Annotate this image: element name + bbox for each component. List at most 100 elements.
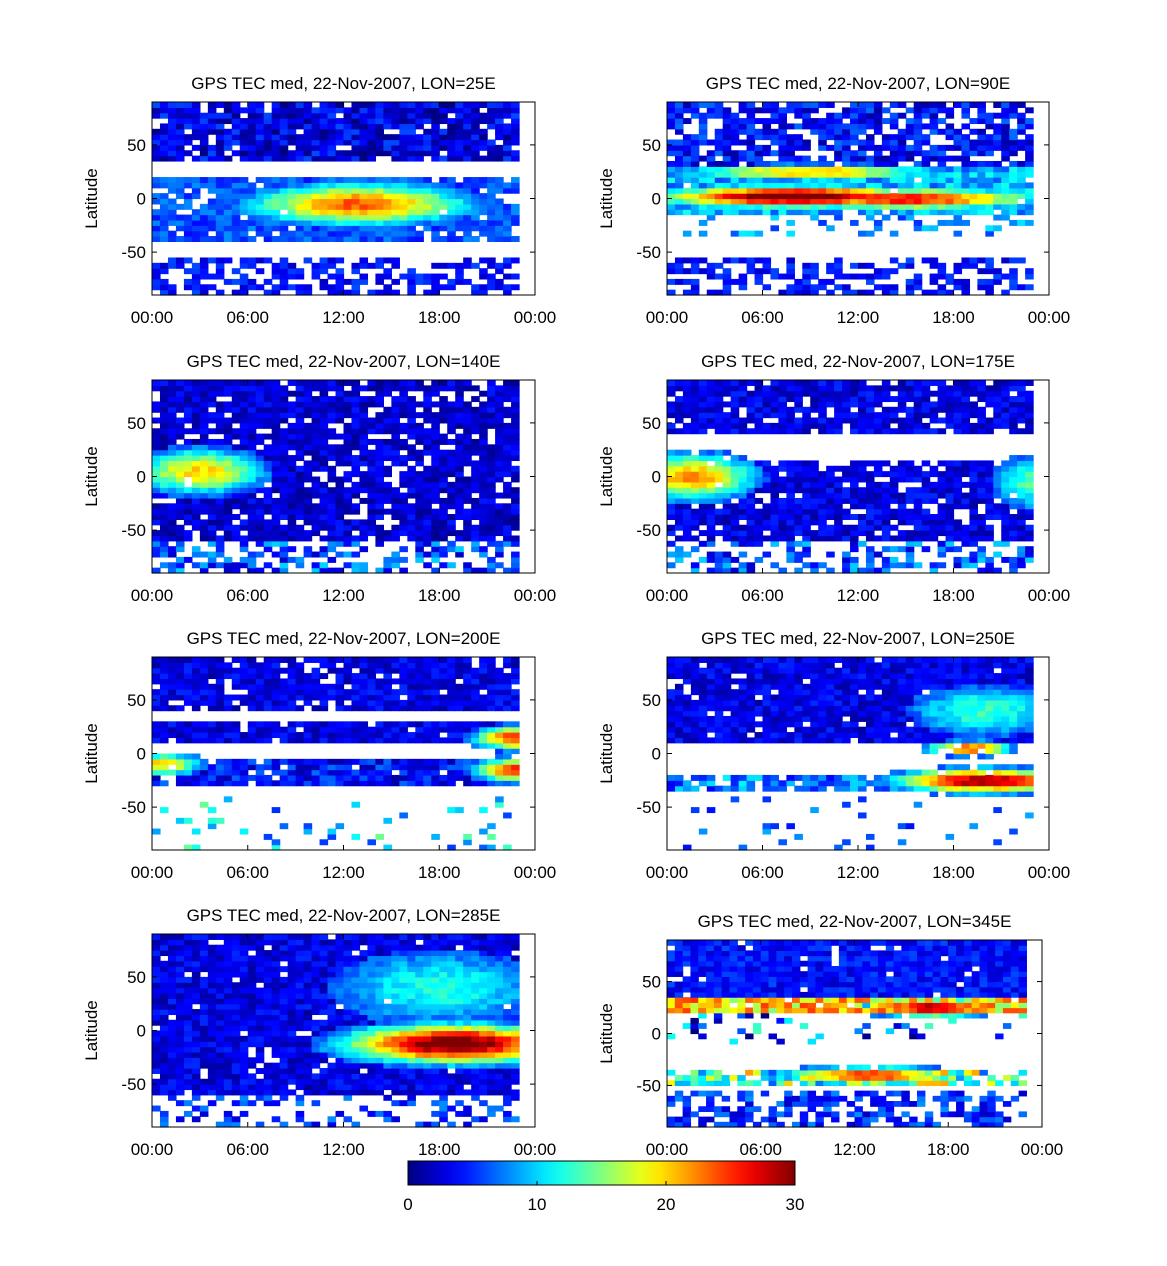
heatmap-cell [889, 396, 899, 403]
heatmap-cell [1017, 530, 1026, 537]
heatmap-cell [223, 732, 233, 739]
heatmap-cell [407, 492, 416, 499]
heatmap-cell [818, 503, 827, 510]
heatmap-cell [391, 396, 400, 403]
heatmap-cell [191, 694, 201, 701]
heatmap-cell [754, 171, 764, 178]
heatmap-cell [383, 444, 392, 451]
heatmap-cell [953, 487, 963, 494]
heatmap-cell [698, 508, 708, 515]
heatmap-cell [175, 567, 185, 574]
heatmap-cell [319, 428, 329, 435]
heatmap-cell [152, 385, 161, 392]
heatmap-cell [865, 160, 875, 167]
heatmap-cell [786, 465, 795, 472]
heatmap-cell [674, 471, 684, 478]
heatmap-cell [690, 401, 700, 408]
heatmap-cell [1001, 401, 1010, 408]
heatmap-cell [152, 465, 161, 472]
heatmap-cell [794, 112, 803, 119]
heatmap-cell [897, 417, 907, 424]
heatmap-cell [706, 209, 716, 216]
heatmap-cell [175, 102, 185, 108]
heatmap-cell [255, 460, 265, 467]
heatmap-cell [865, 193, 875, 200]
heatmap-cell [335, 380, 345, 386]
heatmap-cell [423, 177, 432, 184]
heatmap-cell [690, 481, 700, 488]
heatmap-cell [818, 514, 827, 520]
heatmap-cell [223, 401, 233, 408]
heatmap-cell [690, 476, 700, 483]
heatmap-cell [730, 460, 740, 467]
heatmap-cell [463, 257, 472, 264]
heatmap-cell [834, 519, 843, 526]
heatmap-cell [423, 471, 432, 478]
heatmap-cell [279, 155, 289, 162]
heatmap-cell [303, 497, 313, 504]
heatmap-cell [223, 203, 233, 210]
heatmap-cell [231, 476, 241, 483]
heatmap-cell [263, 449, 273, 456]
heatmap-cell [191, 193, 201, 200]
heatmap-cell [762, 519, 772, 526]
heatmap-cell [327, 380, 337, 386]
heatmap-cell [746, 503, 756, 510]
heatmap-cell [159, 780, 169, 787]
heatmap-cell [399, 198, 408, 205]
heatmap-cell [399, 118, 408, 125]
heatmap-cell [714, 289, 724, 296]
heatmap-cell [415, 487, 424, 494]
heatmap-cell [431, 385, 440, 392]
heatmap-cell [794, 428, 803, 435]
heatmap-cell [271, 460, 281, 467]
heatmap-cell [207, 198, 217, 205]
heatmap-cell [889, 562, 899, 569]
heatmap-cell [794, 134, 803, 141]
heatmap-cell [945, 144, 955, 151]
heatmap-cell [738, 476, 748, 483]
heatmap-cell [1009, 556, 1018, 563]
heatmap-cell [479, 102, 488, 108]
heatmap-cell [667, 412, 676, 419]
heatmap-cell [786, 182, 795, 189]
heatmap-cell [881, 508, 891, 515]
heatmap-cell [905, 406, 915, 413]
heatmap-cell [199, 465, 209, 472]
heatmap-cell [802, 160, 811, 167]
heatmap-cell [455, 155, 464, 162]
heatmap-cell [152, 492, 161, 499]
heatmap-cell [1001, 214, 1010, 221]
heatmap-cell [921, 428, 931, 435]
heatmap-cell [873, 385, 883, 392]
heatmap-cell [407, 209, 416, 216]
heatmap-cell [351, 123, 361, 130]
heatmap-cell [271, 214, 281, 221]
heatmap-cell [1009, 514, 1018, 520]
heatmap-cell [674, 481, 684, 488]
heatmap-cell [503, 390, 512, 397]
heatmap-cell [479, 546, 488, 553]
heatmap-cell [770, 214, 780, 221]
x-tick-label: 00:00 [1028, 308, 1071, 327]
y-tick-label: -50 [636, 243, 661, 262]
heatmap-cell [375, 503, 384, 510]
heatmap-cell [439, 144, 448, 151]
heatmap-cell [223, 257, 233, 264]
heatmap-cell [295, 556, 305, 563]
heatmap-cell [455, 417, 464, 424]
heatmap-cell [207, 465, 217, 472]
heatmap-cell [495, 422, 504, 429]
heatmap-cell [794, 155, 803, 162]
heatmap-cell [239, 471, 249, 478]
heatmap-cell [487, 139, 496, 146]
heatmap-cell [263, 471, 273, 478]
heatmap-cell [1025, 209, 1034, 216]
heatmap-cell [762, 118, 772, 125]
heatmap-cell [415, 144, 424, 151]
heatmap-cell [335, 567, 345, 574]
heatmap-cell [682, 535, 692, 542]
heatmap-cell [969, 118, 978, 125]
heatmap-cell [343, 503, 353, 510]
heatmap-cell [945, 209, 955, 216]
